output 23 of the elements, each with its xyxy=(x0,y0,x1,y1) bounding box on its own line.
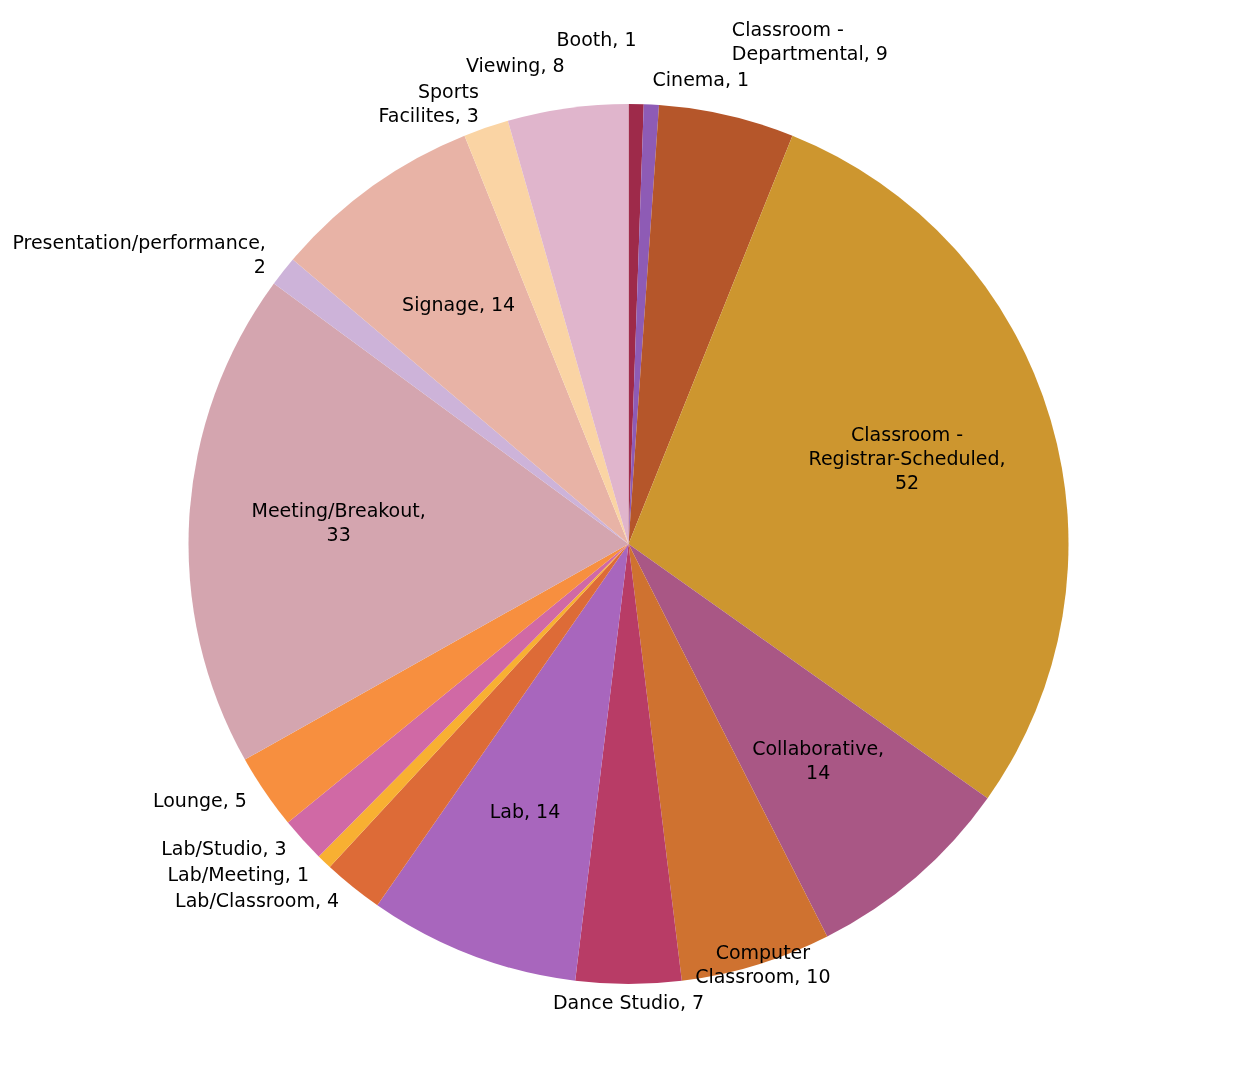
slice-label: Lab, 14 xyxy=(489,800,561,823)
slice-label: Lab/Classroom, 4 xyxy=(175,889,340,912)
slice-label: Cinema, 1 xyxy=(652,67,750,90)
slice-label: Signage, 14 xyxy=(402,293,516,316)
pie-slice xyxy=(575,544,682,984)
slice-label: Lab/Meeting, 1 xyxy=(167,862,309,885)
pie-slice xyxy=(244,544,629,823)
pie-slice xyxy=(628,544,988,937)
slice-label: Viewing, 8 xyxy=(465,53,565,76)
slice-label: Collaborative, 14 xyxy=(752,736,885,783)
slice-label: Lab/Studio, 3 xyxy=(161,836,287,859)
pie-slice xyxy=(188,283,629,760)
slice-label: Booth, 1 xyxy=(556,27,637,50)
slice-label: Presentation/performance, 2 xyxy=(12,230,266,277)
pie-slice xyxy=(628,105,793,544)
slice-label: Classroom - Registrar-Scheduled, 52 xyxy=(808,422,1006,493)
slice-label: Lounge, 5 xyxy=(152,789,247,812)
pie-slice xyxy=(377,544,629,981)
slice-label: Classroom - Departmental, 9 xyxy=(731,17,888,64)
pie-slice xyxy=(628,135,1069,799)
slice-label: Meeting/Breakout, 33 xyxy=(251,499,426,546)
slice-label: Dance Studio, 7 xyxy=(552,991,705,1013)
slice-label: Sports Facilites, 3 xyxy=(378,79,479,126)
